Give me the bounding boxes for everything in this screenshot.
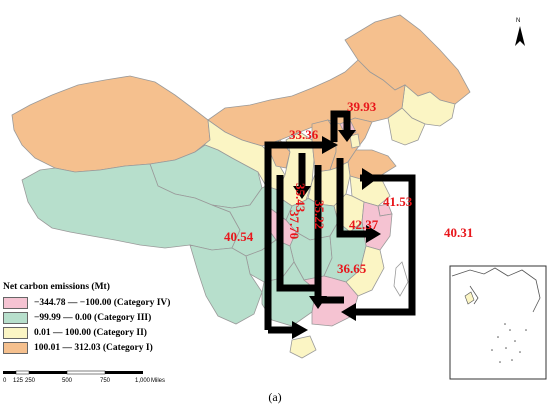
flow-arrowhead-40-54 xyxy=(292,321,308,339)
legend-swatch-category-iii xyxy=(3,312,28,324)
legend-item-category-i: 100.01 — 312.03 (Category I) xyxy=(3,342,170,354)
scale-tick-0: 0 xyxy=(3,378,7,384)
scale-tick-1000: 1,000 xyxy=(135,378,151,384)
north-arrow-icon xyxy=(515,26,525,46)
inset-coastline xyxy=(451,267,541,313)
inset-islands-dots xyxy=(491,323,527,363)
flow-label-35-22: 35.22 xyxy=(312,200,327,229)
scale-unit: Miles xyxy=(151,378,165,384)
scale-tick-750: 750 xyxy=(100,378,111,384)
flow-arrowhead-39-93 xyxy=(338,130,356,142)
province-yunnan xyxy=(189,244,263,325)
legend: Net carbon emissions (Mt) −344.78 — −100… xyxy=(3,282,170,357)
inset-island xyxy=(464,291,475,305)
legend-item-category-iii: −99.99 — 0.00 (Category III) xyxy=(3,312,170,324)
legend-swatch-category-i xyxy=(3,342,28,354)
flow-label-41-53: 41.53 xyxy=(383,194,413,209)
north-arrow: N xyxy=(515,18,525,46)
flow-arrowhead-33-36 xyxy=(322,136,338,154)
scale-bar-segments xyxy=(3,370,143,375)
flow-label-39-93: 39.93 xyxy=(347,99,377,114)
province-hainan xyxy=(289,335,317,359)
figure-caption: (a) xyxy=(268,390,282,404)
legend-item-category-ii: 0.01 — 100.00 (Category II) xyxy=(3,327,170,339)
scale-tick-250: 250 xyxy=(25,378,36,384)
province-liaoning xyxy=(387,107,426,146)
south-china-sea-inset xyxy=(449,265,547,380)
flow-arrow-39-93 xyxy=(330,110,351,142)
flow-label-33-36: 33.36 xyxy=(289,127,319,142)
province-fujian xyxy=(345,245,385,297)
province-layer xyxy=(11,14,471,359)
flow-arrowhead-41-53 xyxy=(362,168,378,190)
flow-label-40-54: 40.54 xyxy=(224,229,254,244)
flow-arrowhead-36-65 xyxy=(309,296,327,309)
scale-tick-500: 500 xyxy=(62,378,73,384)
legend-label-category-i: 100.01 — 312.03 (Category I) xyxy=(34,343,153,353)
legend-label-category-iv: −344.78 — −100.00 (Category IV) xyxy=(34,298,171,308)
flow-arrows-layer xyxy=(264,110,416,339)
legend-title: Net carbon emissions (Mt) xyxy=(3,282,110,292)
flow-label-35-43: 35.43 xyxy=(293,183,308,213)
flow-arrow-40-31 xyxy=(352,215,416,316)
north-arrow-label: N xyxy=(516,18,520,24)
scale-tick-125: 125 xyxy=(13,378,24,384)
legend-item-category-iv: −344.78 — −100.00 (Category IV) xyxy=(3,297,170,309)
flow-arrow-37-70 xyxy=(276,175,316,292)
province-taiwan xyxy=(393,261,409,297)
legend-label-category-ii: 0.01 — 100.00 (Category II) xyxy=(34,328,147,338)
flow-arrow-42-37 xyxy=(336,158,370,238)
legend-label-category-iii: −99.99 — 0.00 (Category III) xyxy=(34,313,152,323)
legend-swatch-category-iv xyxy=(3,297,28,309)
scale-bar: 0 125 250 500 750 1,000 Miles xyxy=(3,370,165,384)
flow-arrowhead-40-31 xyxy=(341,303,356,321)
flow-label-42-37: 42.37 xyxy=(349,217,379,232)
flow-arrowhead-35-43 xyxy=(293,186,311,199)
inset-frame xyxy=(449,265,547,380)
flow-arrow-33-36 xyxy=(264,141,327,330)
flow-label-40-31: 40.31 xyxy=(444,225,473,240)
flow-label-36-65: 36.65 xyxy=(337,261,367,276)
flow-arrowhead-42-37 xyxy=(366,225,381,243)
flow-labels-layer: 39.93 33.36 35.43 35.22 37.70 41.53 42.3… xyxy=(224,99,473,276)
province-tianjin xyxy=(349,133,361,149)
flow-label-37-70: 37.70 xyxy=(287,210,302,239)
legend-swatch-category-ii xyxy=(3,327,28,339)
